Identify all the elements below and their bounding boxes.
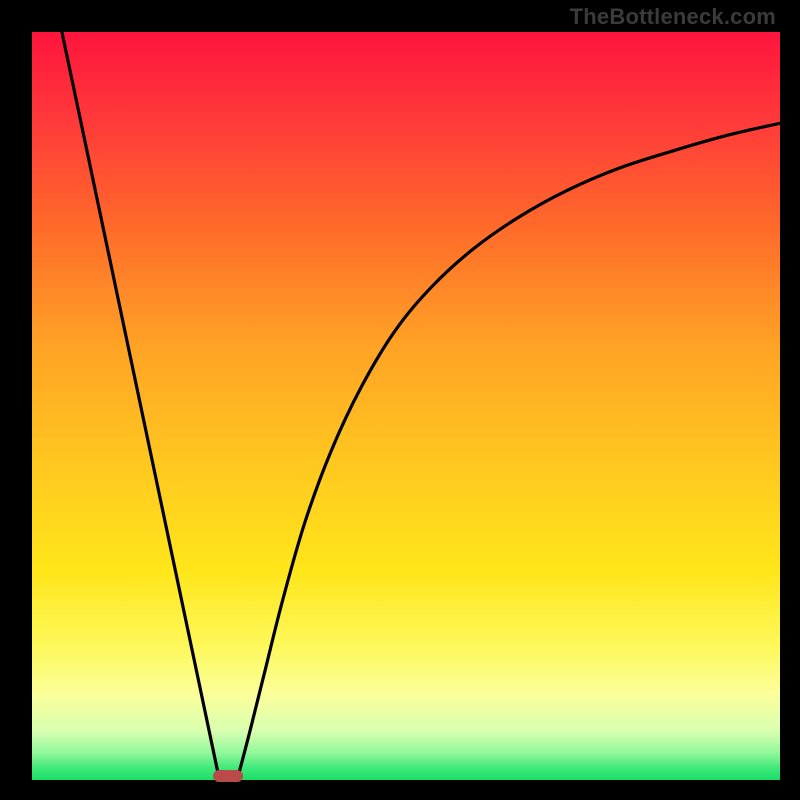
chart-frame: TheBottleneck.com (0, 0, 800, 800)
bottleneck-curve-right (238, 123, 780, 778)
watermark-text: TheBottleneck.com (570, 4, 776, 30)
bottleneck-curve-left (62, 32, 219, 778)
plot-curves-svg (32, 32, 780, 780)
plot-area (32, 32, 780, 780)
trough-marker (213, 770, 243, 782)
